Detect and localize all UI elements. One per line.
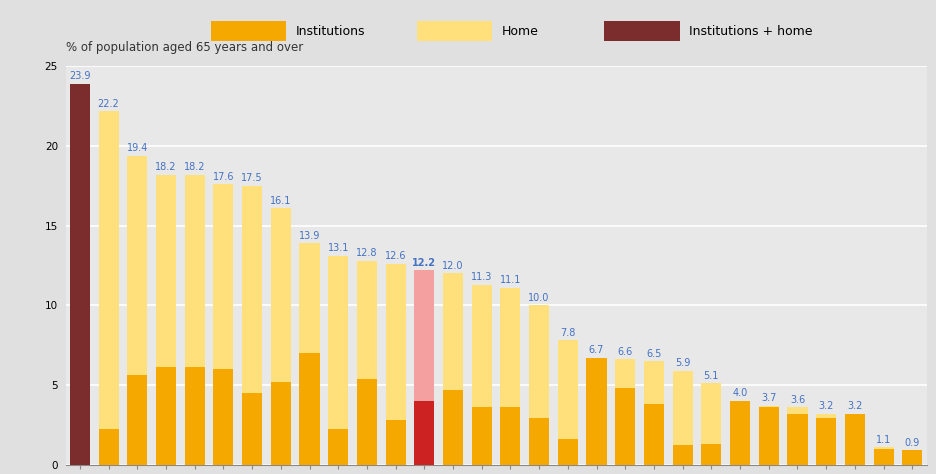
Text: Institutions + home: Institutions + home: [689, 25, 812, 38]
Bar: [759, 406, 779, 407]
Text: 18.2: 18.2: [155, 162, 177, 172]
Bar: [127, 155, 147, 375]
Text: 13.9: 13.9: [299, 231, 320, 241]
Bar: [501, 407, 520, 465]
Text: 5.9: 5.9: [675, 358, 691, 368]
FancyBboxPatch shape: [417, 21, 492, 41]
Bar: [673, 446, 693, 465]
Bar: [787, 413, 808, 465]
Bar: [127, 375, 147, 465]
Bar: [242, 186, 262, 393]
Bar: [443, 273, 463, 390]
Text: 1.1: 1.1: [876, 435, 891, 445]
Bar: [615, 388, 636, 465]
Bar: [156, 174, 176, 367]
Text: 17.6: 17.6: [212, 172, 234, 182]
FancyBboxPatch shape: [604, 21, 680, 41]
Bar: [70, 84, 90, 465]
Text: Home: Home: [502, 25, 538, 38]
Bar: [816, 419, 836, 465]
Bar: [386, 264, 405, 420]
Bar: [386, 420, 405, 465]
Bar: [271, 382, 291, 465]
Text: 11.3: 11.3: [471, 272, 492, 282]
Bar: [242, 393, 262, 465]
Bar: [213, 184, 233, 369]
Text: 12.0: 12.0: [443, 261, 463, 271]
Text: 3.2: 3.2: [847, 401, 863, 411]
Text: 18.2: 18.2: [184, 162, 205, 172]
Text: 10.0: 10.0: [529, 293, 549, 303]
Bar: [730, 401, 750, 465]
Text: 12.8: 12.8: [357, 248, 377, 258]
Text: 6.5: 6.5: [646, 348, 662, 359]
Text: 6.7: 6.7: [589, 346, 605, 356]
Bar: [501, 288, 520, 407]
Text: % of population aged 65 years and over: % of population aged 65 years and over: [66, 41, 302, 54]
Bar: [673, 371, 693, 446]
Bar: [329, 256, 348, 429]
Bar: [415, 401, 434, 465]
Bar: [701, 383, 722, 444]
Bar: [472, 284, 491, 407]
Bar: [472, 407, 491, 465]
Text: 23.9: 23.9: [69, 72, 91, 82]
Bar: [300, 243, 319, 353]
Bar: [529, 305, 549, 419]
Bar: [587, 358, 607, 465]
Bar: [98, 111, 119, 429]
Bar: [213, 369, 233, 465]
Bar: [184, 174, 205, 367]
Text: 19.4: 19.4: [126, 143, 148, 153]
Bar: [184, 367, 205, 465]
Bar: [443, 390, 463, 465]
Text: 4.0: 4.0: [733, 388, 748, 399]
Text: 13.1: 13.1: [328, 244, 349, 254]
Bar: [759, 407, 779, 465]
Text: 12.6: 12.6: [385, 252, 406, 262]
Bar: [787, 407, 808, 413]
Bar: [98, 429, 119, 465]
Text: 3.6: 3.6: [790, 395, 805, 405]
Text: 7.8: 7.8: [560, 328, 576, 338]
Bar: [644, 361, 664, 404]
Bar: [357, 261, 377, 379]
Text: 3.7: 3.7: [761, 393, 777, 403]
Text: Institutions: Institutions: [296, 25, 365, 38]
Bar: [615, 359, 636, 388]
Text: 3.2: 3.2: [818, 401, 834, 411]
Text: 12.2: 12.2: [413, 258, 436, 268]
Text: 5.1: 5.1: [704, 371, 719, 381]
Bar: [816, 413, 836, 419]
Bar: [558, 340, 578, 439]
Bar: [873, 448, 894, 465]
Bar: [300, 353, 319, 465]
Bar: [902, 450, 922, 465]
FancyBboxPatch shape: [211, 21, 286, 41]
Bar: [357, 379, 377, 465]
Bar: [644, 404, 664, 465]
Bar: [329, 429, 348, 465]
Bar: [529, 419, 549, 465]
Text: 0.9: 0.9: [905, 438, 920, 448]
Text: 6.6: 6.6: [618, 347, 633, 357]
Bar: [558, 439, 578, 465]
Text: 16.1: 16.1: [271, 196, 291, 206]
Bar: [701, 444, 722, 465]
Bar: [873, 447, 894, 448]
Text: 22.2: 22.2: [97, 99, 120, 109]
Bar: [156, 367, 176, 465]
Bar: [415, 270, 434, 401]
Text: 17.5: 17.5: [241, 173, 263, 183]
Text: 11.1: 11.1: [500, 275, 521, 285]
Bar: [845, 413, 865, 465]
Bar: [271, 208, 291, 382]
